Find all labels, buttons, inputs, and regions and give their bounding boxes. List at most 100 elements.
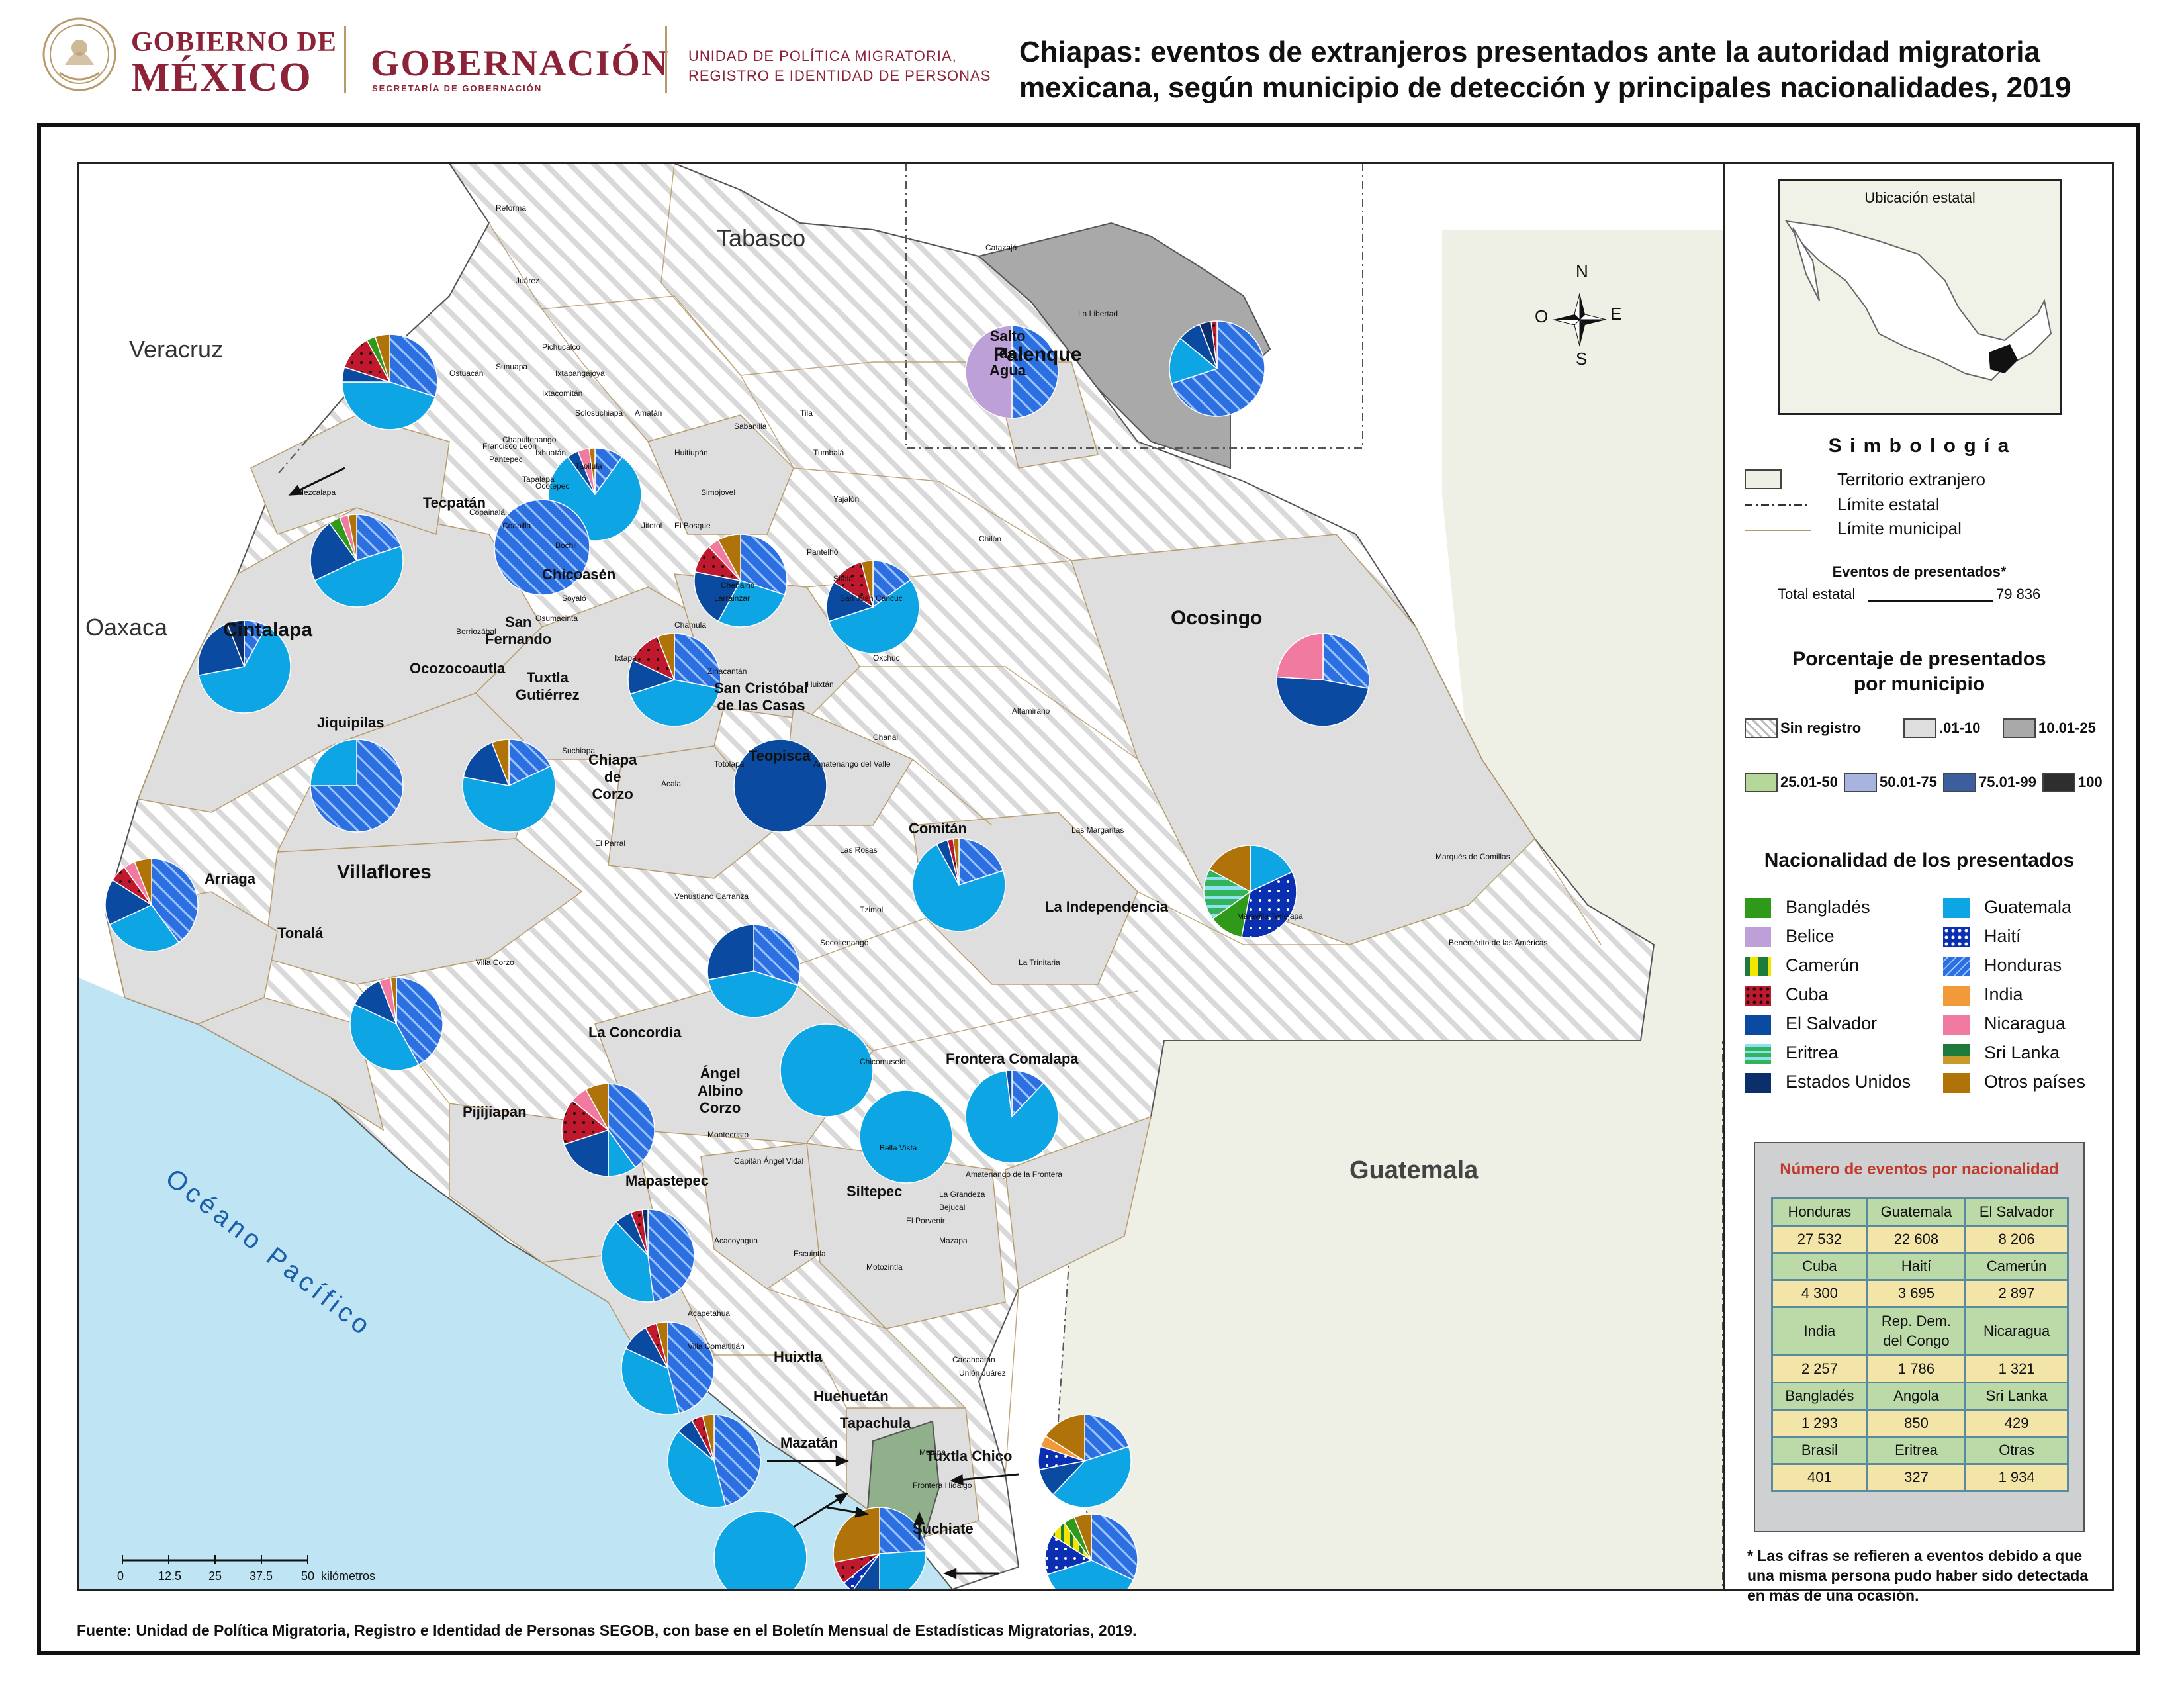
pie-slice-5-1: [828, 579, 920, 654]
tonala-area: [197, 997, 385, 1131]
municipio-label-53: Villa Corzo: [476, 958, 514, 967]
municipio-label-59: Marqués de Comillas: [1435, 852, 1510, 861]
pie-slice-16-0: [1250, 845, 1293, 893]
municipio-label-19: Coapilla: [502, 521, 531, 530]
pie-chart-6: [197, 620, 291, 714]
pie-slice-9-0: [674, 633, 721, 689]
label-frontera: Frontera Comalapa: [946, 1051, 1079, 1067]
pie-slice-6-2: [197, 622, 246, 676]
table-value-row-4: 401 327 1 934: [1771, 1463, 2069, 1492]
pie-slice-8-3: [491, 739, 510, 786]
municipio-label-43: Altamirano: [1012, 706, 1050, 716]
pie-chart-11: [965, 325, 1059, 419]
table-name-2-2: Nicaragua: [1964, 1306, 2069, 1356]
pie-slice-26-0: [713, 1511, 807, 1589]
table-value-3-1: 850: [1866, 1409, 1967, 1438]
pie-slice-27-5: [833, 1507, 880, 1563]
municipio-label-5: Ixtapangajoya: [555, 369, 605, 378]
pie-chart-1: [310, 514, 404, 608]
municipio-label-10: Chapultenango: [502, 435, 557, 444]
porcentaje-title-2: por municipio: [1853, 673, 1985, 695]
pie-slice-9-1: [629, 679, 721, 727]
pie-chart-18: [349, 977, 443, 1071]
total-label: Total estatal: [1778, 586, 1856, 602]
unidad-line2: REGISTRO E IDENTIDAD DE PERSONAS: [688, 68, 991, 84]
pie-slice-25-4: [702, 1414, 715, 1462]
municipio-label-13: Tapalapa: [522, 475, 555, 484]
pie-slice-0-0: [389, 334, 438, 398]
municipio-label-67: Bejucal: [939, 1203, 966, 1212]
table-value-4-2: 1 934: [1964, 1463, 2069, 1492]
pie-chart-28: [1038, 1414, 1132, 1508]
compass-rose-icon: [1553, 293, 1607, 347]
table-value-2-2: 1 321: [1964, 1354, 2069, 1383]
arrow-head-0: [288, 485, 303, 496]
label-siltepec: Siltepec: [846, 1183, 903, 1199]
label-chiapa: Chiapa de Corzo: [588, 751, 637, 802]
nat-label-left-4: El Salvador: [1786, 1013, 1878, 1033]
total-value: 79 836: [1996, 586, 2041, 602]
municipio-label-4: Sunuapa: [496, 362, 528, 371]
pie-slice-29-2: [1044, 1534, 1093, 1575]
municipio-label-25: Sabanilla: [734, 422, 767, 431]
municipio-label-11: Ixhuatán: [535, 448, 567, 457]
table-name-4-2: Otras: [1964, 1436, 2069, 1465]
nat-label-right-4: Nicaragua: [1984, 1013, 2066, 1033]
pie-slice-14-2: [105, 879, 153, 925]
municipio-label-61: Chicomuselo: [860, 1057, 906, 1066]
pie-slice-22-3: [561, 1100, 610, 1145]
pie-slice-12-1: [1169, 338, 1218, 385]
table-value-4-0: 401: [1771, 1463, 1868, 1492]
range-swatch-4: [1844, 773, 1877, 792]
porcentaje-title-1: Porcentaje de presentados: [1792, 648, 2046, 670]
label-san-cristobal: San Cristóbal de las Casas: [714, 680, 808, 714]
gobernacion-subtitle: SECRETARÍA DE GOBERNACIÓN: [372, 83, 543, 93]
nat-swatch-right-4: [1943, 1015, 1970, 1035]
pie-slice-13-1: [1276, 676, 1369, 727]
nat-label-left-3: Cuba: [1786, 984, 1829, 1004]
pie-slice-1-5: [347, 514, 357, 561]
municipio-label-17: Jitotol: [641, 521, 662, 530]
label-tonala: Tonalá: [277, 925, 324, 941]
municipio-label-12: Pantepec: [489, 455, 523, 464]
municipio-label-73: Acapetahua: [688, 1309, 731, 1318]
pie-slice-1-2: [310, 522, 358, 581]
scale-37: 37.5: [250, 1570, 273, 1583]
municipio-label-33: Sitalá: [833, 574, 854, 583]
pie-chart-25: [667, 1414, 761, 1508]
municipio-label-45: La Libertad: [1078, 309, 1118, 318]
arrow-head-6: [913, 1511, 925, 1525]
pie-slice-18-1: [349, 1004, 420, 1071]
nat-swatch-left-2: [1745, 957, 1771, 976]
nat-swatch-right-2: [1943, 957, 1970, 976]
municipio-label-36: Chamula: [674, 620, 707, 630]
label-la-independencia: La Independencia: [1045, 898, 1168, 915]
pie-slice-24-0: [667, 1321, 715, 1414]
nat-swatch-left-5: [1745, 1044, 1771, 1064]
chiapas-map: Tabasco Veracruz Oaxaca Guatemala Océano…: [77, 162, 1725, 1591]
table-name-row-3: Bangladés Angola Sri Lanka: [1771, 1382, 2069, 1411]
label-tuxtla: Tuxtla Gutiérrez: [516, 669, 580, 703]
municipio-label-9: Francisco León: [482, 442, 537, 451]
inset-location-map: Ubicación estatal: [1778, 179, 2062, 415]
pie-chart-16: [1203, 845, 1297, 939]
municipio-label-50: Las Rosas: [840, 845, 878, 855]
pie-slice-14-1: [109, 904, 180, 952]
pie-chart-0: [341, 334, 438, 430]
nat-label-left-5: Eritrea: [1786, 1043, 1839, 1062]
table-value-0-2: 8 206: [1964, 1225, 2069, 1254]
header-divider-2: [665, 26, 667, 93]
pie-slice-16-3: [1203, 868, 1251, 920]
nat-label-right-5: Sri Lanka: [1984, 1043, 2060, 1062]
gobierno-line1: GOBIERNO DE: [131, 27, 337, 58]
pie-slice-2-4: [588, 447, 596, 495]
table-name-1-0: Cuba: [1771, 1252, 1868, 1281]
compass-n: N: [1576, 261, 1588, 281]
nat-swatch-right-1: [1943, 927, 1970, 947]
scale-unit: kilómetros: [321, 1570, 376, 1583]
municipio-label-77: Metapa: [919, 1448, 946, 1457]
pie-slice-11-0: [1011, 325, 1059, 419]
legend-panel: Ubicación estatal S i m b o l o g í a Te…: [1725, 162, 2114, 1604]
municipio-label-38: Zinacantán: [707, 667, 747, 676]
guatemala-territory: [1057, 1040, 1723, 1589]
